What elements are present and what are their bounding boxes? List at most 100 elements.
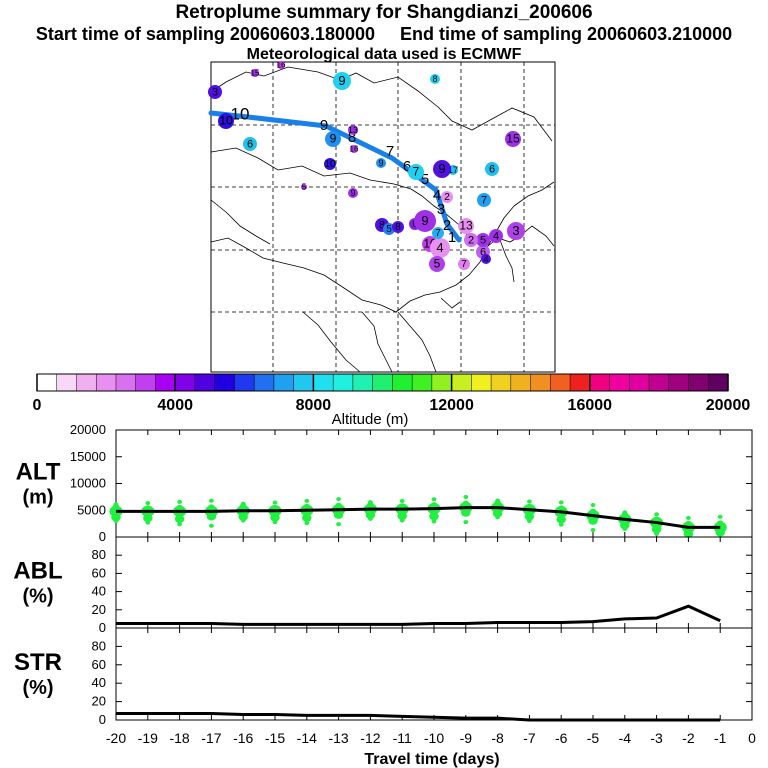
plume-cluster-label: 7 [413,165,420,179]
plume-cluster-marker [430,238,450,258]
colorbar-cell [550,373,571,392]
x-tick-label: -1 [714,730,727,746]
colorbar-cell [609,373,630,392]
plume-cluster-marker [464,233,478,247]
y-tick-label: 15000 [70,449,106,464]
plume-altitude-point [304,498,310,503]
plume-cluster-label: 4 [436,240,443,255]
plume-altitude-point [430,502,438,508]
plume-cluster-label: 15 [506,132,520,146]
y-tick-label: 20 [92,694,106,709]
plume-cluster-label: 9 [350,188,355,198]
plume-cluster-label: 9 [438,161,445,176]
plume-altitude-point [495,498,500,503]
trajectory-day-label: 7 [386,143,394,160]
y-tick-label: 5000 [77,502,106,517]
plume-altitude-point [717,520,724,526]
colorbar-cell [36,373,58,392]
plume-altitude-point [368,500,373,505]
y-tick-label: 20 [92,602,106,617]
y-axis-units: (%) [22,677,53,699]
plume-clusters: 1516398106913107169151796798586921310475… [208,61,525,272]
colorbar-cell [451,373,472,392]
plume-cluster-label: 7 [435,228,441,239]
plume-cluster-label: 15 [251,69,260,78]
plume-cluster-label: 6 [480,246,486,258]
plume-cluster-label: 17 [448,165,458,175]
colorbar-cell [332,373,354,392]
plume-altitude-point [463,494,469,500]
x-tick-label: -19 [138,730,158,746]
colorbar-label: Altitude (m) [332,411,409,428]
plume-altitude-point [685,520,692,527]
trajectory-day-label: 10 [231,104,250,123]
plume-altitude-point [399,498,405,503]
plume-altitude-point [590,528,596,533]
plume-altitude-point [177,522,183,527]
plume-altitude-point [556,515,566,524]
x-tick-label: -15 [265,730,285,746]
panel-frame [115,536,753,629]
x-tick-label: -2 [682,730,695,746]
plume-cluster-marker [348,125,358,135]
plume-altitude-point [622,510,628,515]
plume-cluster-label: 9 [421,213,428,228]
x-tick-label: -3 [650,730,663,746]
y-tick-label: 20000 [70,422,106,437]
plume-altitude-point [558,505,565,511]
x-tick-label: -4 [619,730,632,746]
str-fraction-line [116,712,721,722]
panel-frame [115,627,753,721]
plume-cluster-marker [208,85,222,99]
plume-altitude-point [431,519,437,524]
x-tick-label: 0 [748,730,756,746]
y-tick-label: 40 [92,675,106,690]
x-tick-label: -5 [587,730,600,746]
plume-cluster-marker [301,184,307,190]
colorbar-cell [490,373,512,392]
y-axis-label: STR [14,649,62,676]
map-frame [210,61,556,373]
colorbar-cell [95,373,117,392]
plume-altitude-point [145,501,151,506]
plume-altitude-point [717,514,723,519]
start-time-text: Start time of sampling 20060603.180000 [35,24,375,44]
colorbar-cell [569,373,591,392]
plume-cluster-marker [458,258,470,270]
colorbar-cell [708,373,729,392]
plume-cluster-label: 5 [386,224,392,235]
colorbar-tick-label: 20000 [706,397,751,414]
plume-altitude-point [209,523,214,528]
plume-cluster-marker [441,191,453,203]
colorbar-cell [352,373,374,392]
plume-cluster-marker [485,162,499,176]
y-tick-label: 80 [92,638,106,653]
time-series-panels: 05000100001500020000ALT(m)020406080ABL(%… [13,422,756,768]
plume-cluster-marker [433,160,451,178]
plume-altitude-point [431,497,437,502]
colorbar-cell [194,373,216,392]
x-tick-label: -16 [233,730,253,746]
y-tick-label: 0 [99,712,106,727]
y-tick-label: 40 [92,584,106,599]
plume-cluster-marker [333,72,351,90]
plume-altitude-point [686,515,691,520]
colorbar-cell [589,373,611,392]
plume-altitude-point [272,500,278,505]
y-axis-units: (%) [22,586,53,608]
plume-cluster-label: 9 [378,158,383,168]
plume-cluster-label: 2 [444,192,450,203]
colorbar-cell [530,373,551,392]
plume-cluster-marker [408,164,424,180]
trajectory-day-label: 6 [403,158,411,175]
plume-altitude-point [174,514,185,524]
trajectory-day-label: 8 [348,129,356,146]
abl-fraction-line [116,604,721,626]
x-tick-label: -13 [328,730,348,746]
plume-cluster-marker [430,74,440,84]
colorbar-cell [293,373,314,392]
plume-altitude-point [302,513,312,522]
y-axis-label: ABL [13,558,62,585]
